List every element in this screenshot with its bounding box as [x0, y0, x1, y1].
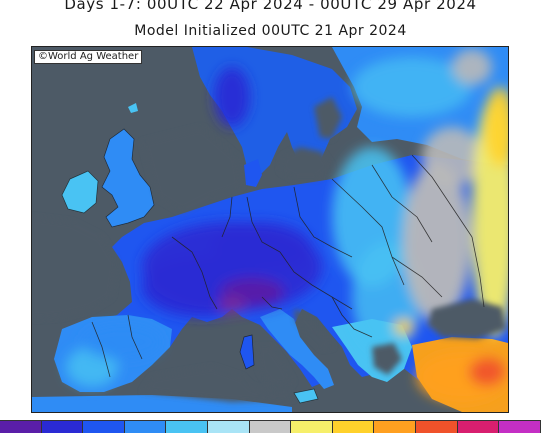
sea-overlay	[32, 97, 506, 402]
coastlines	[61, 128, 319, 404]
color-legend-swatch	[457, 421, 500, 433]
color-legend-bar	[0, 420, 541, 433]
color-legend-swatch	[332, 421, 375, 433]
country-borders	[91, 154, 485, 378]
color-legend-swatch	[249, 421, 292, 433]
map-watermark: ©World Ag Weather	[34, 50, 143, 64]
color-legend-swatch	[166, 421, 209, 433]
color-legend-swatch	[83, 421, 125, 433]
color-legend-swatch	[41, 421, 84, 433]
color-legend-swatch	[208, 421, 250, 433]
forecast-map: ©World Ag Weather	[31, 46, 509, 413]
color-legend-swatch	[416, 421, 458, 433]
forecast-period-title: Days 1-7: 00UTC 22 Apr 2024 - 00UTC 29 A…	[64, 0, 477, 13]
map-canvas	[32, 47, 508, 412]
color-legend-swatch	[291, 421, 333, 433]
color-legend-swatch	[124, 421, 167, 433]
color-legend-swatch	[499, 421, 541, 433]
anomaly-shading	[66, 49, 508, 402]
color-legend-swatch	[374, 421, 417, 433]
color-legend-swatch	[0, 421, 42, 433]
model-initialized-subtitle: Model Initialized 00UTC 21 Apr 2024	[134, 23, 407, 39]
